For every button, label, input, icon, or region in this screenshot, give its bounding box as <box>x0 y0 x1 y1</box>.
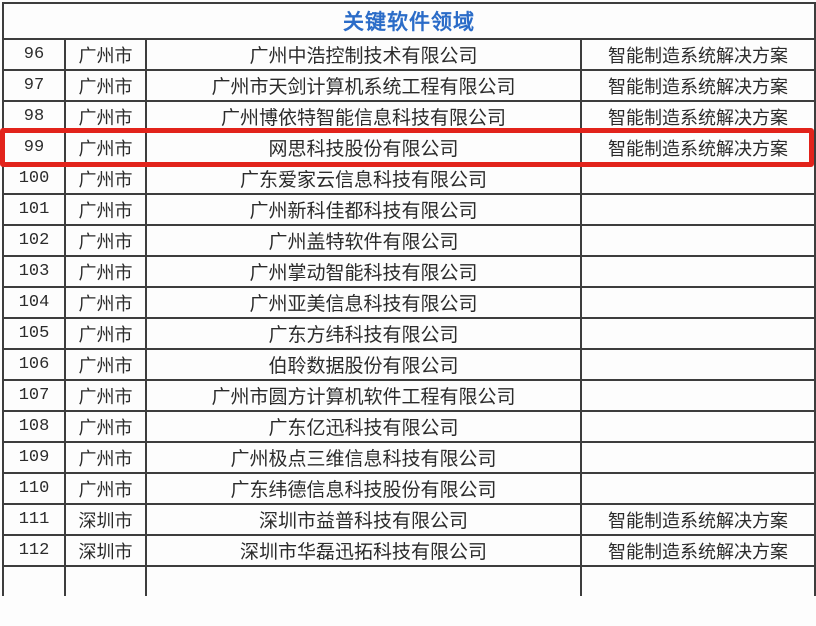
company-name-cell: 广州极点三维信息科技有限公司 <box>145 441 582 474</box>
city-cell: 深圳市 <box>64 534 147 567</box>
table-row: 96 广州市 广州中浩控制技术有限公司 智能制造系统解决方案 <box>2 38 816 71</box>
company-name-cell: 广东方纬科技有限公司 <box>145 317 582 350</box>
city-cell: 深圳市 <box>64 503 147 536</box>
solution-cell: 智能制造系统解决方案 <box>580 38 816 71</box>
solution-cell <box>580 472 816 505</box>
table-title: 关键软件领域 <box>2 2 816 40</box>
company-name-cell: 广州市圆方计算机软件工程有限公司 <box>145 379 582 412</box>
solution-cell: 智能制造系统解决方案 <box>580 131 816 164</box>
city-cell: 广州市 <box>64 100 147 133</box>
table-title-row: 关键软件领域 <box>2 2 816 40</box>
solution-cell <box>580 441 816 474</box>
company-name-cell: 深圳市华磊迅拓科技有限公司 <box>145 534 582 567</box>
company-name-cell: 广州新科佳都科技有限公司 <box>145 193 582 226</box>
solution-cell <box>580 317 816 350</box>
city-cell <box>64 565 147 596</box>
city-cell: 广州市 <box>64 472 147 505</box>
city-cell: 广州市 <box>64 286 147 319</box>
solution-cell <box>580 410 816 443</box>
city-cell: 广州市 <box>64 255 147 288</box>
table-row: 106 广州市 伯聆数据股份有限公司 <box>2 348 816 381</box>
table-row: 108 广州市 广东亿迅科技有限公司 <box>2 410 816 443</box>
city-cell: 广州市 <box>64 131 147 164</box>
row-number-cell: 96 <box>2 38 66 71</box>
company-name-cell: 广东爱家云信息科技有限公司 <box>145 162 582 195</box>
company-name-cell: 广州中浩控制技术有限公司 <box>145 38 582 71</box>
city-cell: 广州市 <box>64 410 147 443</box>
solution-cell <box>580 224 816 257</box>
row-number-cell: 102 <box>2 224 66 257</box>
city-cell: 广州市 <box>64 69 147 102</box>
city-cell: 广州市 <box>64 441 147 474</box>
row-number-cell: 105 <box>2 317 66 350</box>
row-number-cell: 99 <box>2 131 66 164</box>
city-cell: 广州市 <box>64 379 147 412</box>
company-name-cell: 广州市天剑计算机系统工程有限公司 <box>145 69 582 102</box>
company-name-cell: 广州盖特软件有限公司 <box>145 224 582 257</box>
table-row: 112 深圳市 深圳市华磊迅拓科技有限公司 智能制造系统解决方案 <box>2 534 816 567</box>
row-number-cell: 108 <box>2 410 66 443</box>
table-row: 107 广州市 广州市圆方计算机软件工程有限公司 <box>2 379 816 412</box>
row-number-cell: 111 <box>2 503 66 536</box>
company-name-cell: 广州亚美信息科技有限公司 <box>145 286 582 319</box>
company-name-cell: 广州博依特智能信息科技有限公司 <box>145 100 582 133</box>
city-cell: 广州市 <box>64 162 147 195</box>
key-software-table: 关键软件领域 96 广州市 广州中浩控制技术有限公司 智能制造系统解决方案 97… <box>2 2 816 596</box>
solution-cell: 智能制造系统解决方案 <box>580 503 816 536</box>
table-row: 100 广州市 广东爱家云信息科技有限公司 <box>2 162 816 195</box>
company-name-cell: 广东纬德信息科技股份有限公司 <box>145 472 582 505</box>
table-row: 109 广州市 广州极点三维信息科技有限公司 <box>2 441 816 474</box>
solution-cell: 智能制造系统解决方案 <box>580 100 816 133</box>
table-row: 102 广州市 广州盖特软件有限公司 <box>2 224 816 257</box>
solution-cell <box>580 193 816 226</box>
table-row: 104 广州市 广州亚美信息科技有限公司 <box>2 286 816 319</box>
row-number-cell: 110 <box>2 472 66 505</box>
table-row: 101 广州市 广州新科佳都科技有限公司 <box>2 193 816 226</box>
table-row: 111 深圳市 深圳市益普科技有限公司 智能制造系统解决方案 <box>2 503 816 536</box>
table-row: 97 广州市 广州市天剑计算机系统工程有限公司 智能制造系统解决方案 <box>2 69 816 102</box>
row-number-cell: 101 <box>2 193 66 226</box>
row-number-cell: 100 <box>2 162 66 195</box>
table-row: 105 广州市 广东方纬科技有限公司 <box>2 317 816 350</box>
table-row: 103 广州市 广州掌动智能科技有限公司 <box>2 255 816 288</box>
solution-cell <box>580 162 816 195</box>
solution-cell <box>580 565 816 596</box>
solution-cell <box>580 348 816 381</box>
table-row <box>2 565 816 596</box>
company-name-cell: 伯聆数据股份有限公司 <box>145 348 582 381</box>
city-cell: 广州市 <box>64 38 147 71</box>
row-number-cell: 112 <box>2 534 66 567</box>
row-number-cell: 109 <box>2 441 66 474</box>
table-body: 96 广州市 广州中浩控制技术有限公司 智能制造系统解决方案 97 广州市 广州… <box>2 38 816 596</box>
company-name-cell: 广州掌动智能科技有限公司 <box>145 255 582 288</box>
company-name-cell: 广东亿迅科技有限公司 <box>145 410 582 443</box>
company-name-cell: 深圳市益普科技有限公司 <box>145 503 582 536</box>
company-name-cell <box>145 565 582 596</box>
row-number-cell <box>2 565 66 596</box>
city-cell: 广州市 <box>64 317 147 350</box>
solution-cell: 智能制造系统解决方案 <box>580 534 816 567</box>
row-number-cell: 103 <box>2 255 66 288</box>
solution-cell <box>580 379 816 412</box>
solution-cell <box>580 286 816 319</box>
table-row: 99 广州市 网思科技股份有限公司 智能制造系统解决方案 <box>2 131 816 164</box>
row-number-cell: 104 <box>2 286 66 319</box>
solution-cell <box>580 255 816 288</box>
row-number-cell: 98 <box>2 100 66 133</box>
row-number-cell: 97 <box>2 69 66 102</box>
city-cell: 广州市 <box>64 193 147 226</box>
row-number-cell: 106 <box>2 348 66 381</box>
company-name-cell: 网思科技股份有限公司 <box>145 131 582 164</box>
row-number-cell: 107 <box>2 379 66 412</box>
solution-cell: 智能制造系统解决方案 <box>580 69 816 102</box>
city-cell: 广州市 <box>64 348 147 381</box>
table-row: 110 广州市 广东纬德信息科技股份有限公司 <box>2 472 816 505</box>
table-row: 98 广州市 广州博依特智能信息科技有限公司 智能制造系统解决方案 <box>2 100 816 133</box>
city-cell: 广州市 <box>64 224 147 257</box>
